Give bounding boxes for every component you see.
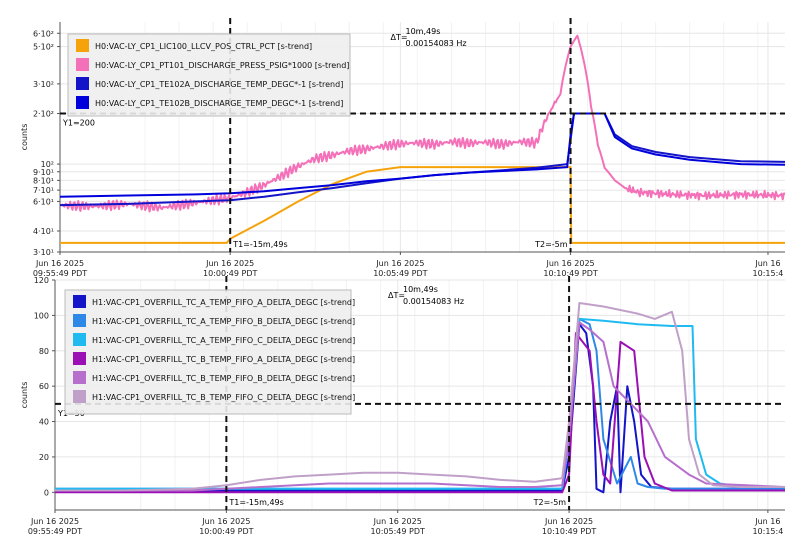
x-tick-label-time: 10:10:49 PDT [543,269,597,278]
legend-swatch[interactable] [76,58,89,71]
y-tick-label: 60 [39,382,49,391]
legend: H1:VAC-CP1_OVERFILL_TC_A_TEMP_FIFO_A_DEL… [64,289,355,415]
y1-cursor-label: Y1=200 [62,118,95,127]
delta-t-value: 10m,49s [403,285,438,294]
y-tick-label: 80 [39,347,49,356]
x-tick-label-date: Jun 16 2025 [30,517,79,526]
x-tick-label-time: 10:10:49 PDT [542,527,596,536]
t2-cursor-label: T2=-5m [534,240,568,249]
x-tick-label-time: 10:05:49 PDT [371,527,425,536]
legend-swatch[interactable] [76,96,89,109]
x-tick-label-time: 10:15:4 [753,269,784,278]
y-tick-label: 6·10¹ [33,197,54,206]
y-tick-label: 4·10¹ [33,227,54,236]
y-tick-label: 100 [34,311,49,320]
legend-label: H0:VAC-LY_CP1_TE102A_DISCHARGE_TEMP_DEGC… [95,80,343,89]
y-tick-label: 5·10² [33,43,54,52]
x-tick-label-date: Jun 16 2025 [544,517,593,526]
legend-box [67,33,351,117]
series-line-4 [55,332,785,494]
legend-swatch[interactable] [73,333,86,346]
legend-swatch[interactable] [76,39,89,52]
y-tick-label: 20 [39,453,49,462]
series-line-5 [55,321,786,492]
legend-swatch[interactable] [73,371,86,384]
series-line-1 [60,166,785,244]
legend-label: H1:VAC-CP1_OVERFILL_TC_A_TEMP_FIFO_C_DEL… [92,336,355,345]
y-tick-label: 120 [34,276,49,285]
y-tick-label: 10² [41,160,54,169]
y-tick-label: 0 [44,488,49,497]
legend-box [64,289,352,415]
x-tick-label-date: Jun 16 2025 [375,259,424,268]
series-line-4 [59,112,786,198]
y-tick-label: 7·10¹ [33,186,54,195]
x-tick-label-date: Jun 16 [754,259,780,268]
y-tick-label: 2·10² [33,109,54,118]
t1-cursor-label: T1=-15m,49s [228,498,283,507]
y-tick-label: 6·10² [33,29,54,38]
x-tick-label-time: 10:05:49 PDT [373,269,427,278]
delta-f-value: 0.00154083 Hz [406,39,467,48]
legend: H0:VAC-LY_CP1_LIC100_LLCV_POS_CTRL_PCT [… [67,33,351,117]
delta-t-prefix: ΔT= [391,33,408,42]
x-tick-label-time: 09:55:49 PDT [28,527,82,536]
x-tick-label-date: Jun 16 [754,517,780,526]
legend-swatch[interactable] [73,352,86,365]
x-tick-label-time: 10:00:49 PDT [199,527,253,536]
legend-label: H1:VAC-CP1_OVERFILL_TC_B_TEMP_FIFO_B_DEL… [92,374,355,383]
delta-f-value: 0.00154083 Hz [403,297,464,306]
y-tick-label: 9·10¹ [33,168,54,177]
legend-label: H1:VAC-CP1_OVERFILL_TC_A_TEMP_FIFO_B_DEL… [92,317,355,326]
legend-label: H0:VAC-LY_CP1_TE102B_DISCHARGE_TEMP_DEGC… [95,99,343,108]
legend-swatch[interactable] [73,295,86,308]
legend-label: H1:VAC-CP1_OVERFILL_TC_A_TEMP_FIFO_A_DEL… [92,298,355,307]
x-tick-label-time: 10:15:4 [752,527,783,536]
x-tick-label-date: Jun 16 2025 [205,259,254,268]
legend-swatch[interactable] [73,314,86,327]
delta-t-value: 10m,49s [406,27,441,36]
legend-label: H0:VAC-LY_CP1_PT101_DISCHARGE_PRESS_PSIG… [95,61,349,70]
legend-label: H0:VAC-LY_CP1_LIC100_LLCV_POS_CTRL_PCT [… [95,42,312,51]
x-tick-label-time: 10:00:49 PDT [203,269,257,278]
y-tick-label: 3·10¹ [33,248,54,257]
series-line-6 [55,302,785,492]
x-tick-label-date: Jun 16 2025 [546,259,595,268]
legend-label: H1:VAC-CP1_OVERFILL_TC_B_TEMP_FIFO_C_DEL… [92,393,355,402]
t1-cursor-label: T1=-15m,49s [232,240,287,249]
legend-swatch[interactable] [76,77,89,90]
x-tick-label-date: Jun 16 2025 [373,517,422,526]
x-tick-label-time: 09:55:49 PDT [33,269,87,278]
legend-swatch[interactable] [73,390,86,403]
legend-label: H1:VAC-CP1_OVERFILL_TC_B_TEMP_FIFO_A_DEL… [92,355,355,364]
y-tick-label: 40 [39,418,49,427]
y-axis-label: counts [20,124,29,151]
y-tick-label: 8·10¹ [33,176,54,185]
series-line-2 [59,34,786,213]
x-tick-label-date: Jun 16 2025 [35,259,84,268]
t2-cursor-label: T2=-5m [533,498,567,507]
y-tick-label: 3·10² [33,80,54,89]
x-tick-label-date: Jun 16 2025 [201,517,250,526]
delta-t-prefix: ΔT= [388,291,405,300]
y-axis-label: counts [20,382,29,409]
